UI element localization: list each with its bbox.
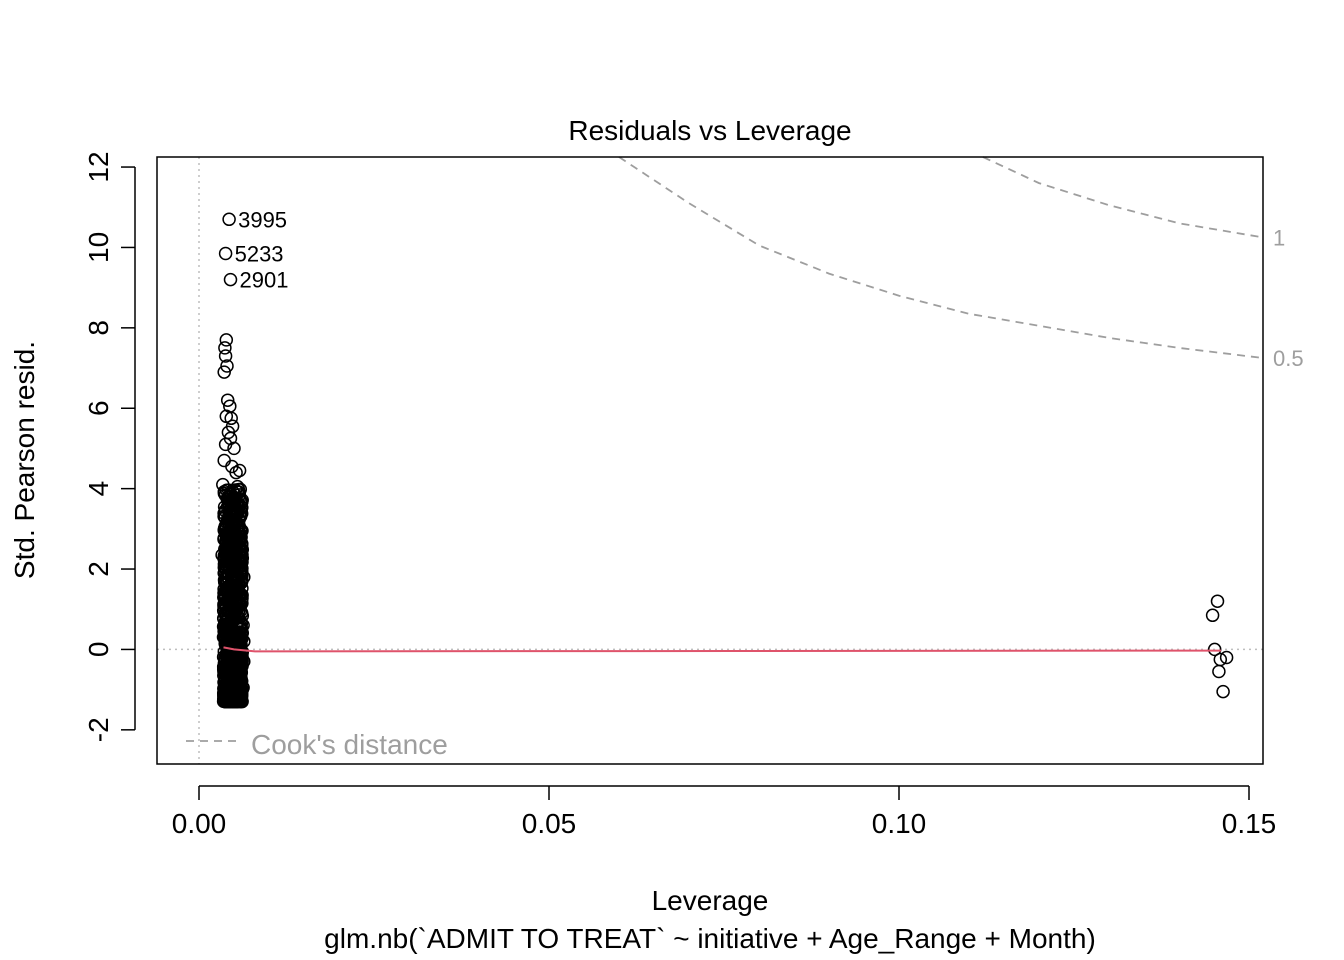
scatter-point [236,680,250,695]
scatter-point [231,506,245,520]
scatter-point [218,437,233,452]
cluster-point [221,580,236,595]
smooth-line-layer [223,646,1222,653]
scatter-point [229,465,243,480]
scatter-point [1216,684,1230,699]
cluster-point [217,486,232,501]
scatter-point [216,477,230,492]
scatter-point [224,411,238,426]
x-tick-label: 0.15 [1222,808,1277,839]
labeled-point [223,272,238,287]
y-axis-label: Std. Pearson resid. [9,341,40,579]
labeled-point [218,246,233,261]
scatter-point [1205,608,1220,623]
cooks-contour-label-1: 0.5 [1273,346,1304,371]
cooks-contour-label-0: 1 [1273,225,1285,250]
reference-lines [157,157,1263,764]
scatter-point [227,441,241,456]
scatter-point [215,548,229,562]
scatter-point [1219,650,1234,665]
cluster-point [218,626,232,640]
scatter-point [237,654,251,669]
cooks-contour-0 [982,156,1264,239]
y-tick-label: 10 [83,232,114,263]
y-tick-label: 2 [83,561,114,577]
cluster-point [219,527,233,542]
scatter-point [234,538,249,552]
cluster-point [216,603,231,618]
scatter-point [218,349,233,363]
scatter-point [220,393,235,407]
scatter-point [1212,664,1226,679]
cluster-point [223,502,238,516]
cluster-point [220,663,234,678]
y-tick-label: 4 [83,481,114,497]
cluster-point [221,590,235,604]
cluster-point [218,621,232,636]
cluster-point [218,683,232,698]
x-axis-label: Leverage [652,885,769,916]
point-label: 5233 [235,241,284,266]
scatter-point [232,463,247,478]
chart-title: Residuals vs Leverage [568,115,851,146]
cluster-point [227,569,242,583]
cluster-point [233,527,247,542]
scatter-point [237,570,251,584]
cooks-distance-contours: 10.5 [618,156,1304,371]
y-axis: -2 0 2 4 6 8 10 12 [83,151,136,742]
cluster-point [235,555,249,569]
model-subtitle: glm.nb(`ADMIT TO TREAT` ~ initiative + A… [324,923,1096,954]
smooth-line [223,646,1222,653]
legend: Cook's distance [186,729,448,760]
x-axis: 0.00 0.05 0.10 0.15 [172,785,1277,839]
y-tick-label: 12 [83,151,114,182]
scatter-point [237,634,251,649]
scatter-point [220,359,234,373]
y-tick-label: 8 [83,320,114,336]
cluster-point [222,680,237,694]
scatter-point [217,453,231,468]
y-tick-label: -2 [83,717,114,742]
scatter-point [218,341,232,355]
cluster-point [219,598,233,612]
legend-cooks-label: Cook's distance [251,729,448,760]
x-tick-label: 0.00 [172,808,227,839]
scatter-point [219,333,234,347]
cluster-point [225,518,240,532]
cluster-point [234,627,249,641]
scatter-point [217,365,231,379]
labeled-point [222,212,236,227]
scatter-point [1210,594,1225,608]
x-tick-label: 0.10 [872,808,927,839]
cluster-point [225,664,240,679]
scatter-point [1207,642,1222,657]
cluster-point [223,649,238,664]
scatter-point [233,522,248,536]
x-tick-label: 0.05 [522,808,577,839]
y-tick-label: 0 [83,642,114,658]
point-label: 3995 [238,207,287,232]
cooks-contour-1 [618,156,1264,359]
cluster-point [222,567,236,582]
cluster-point [234,499,248,514]
scatter-point [230,479,245,494]
scatter-point [236,618,250,633]
cluster-point [227,609,241,623]
point-label: 2901 [240,268,289,293]
y-tick-label: 6 [83,400,114,416]
scatter-points [215,212,1234,709]
plot-frame [156,156,1264,765]
cluster-point [235,596,249,611]
